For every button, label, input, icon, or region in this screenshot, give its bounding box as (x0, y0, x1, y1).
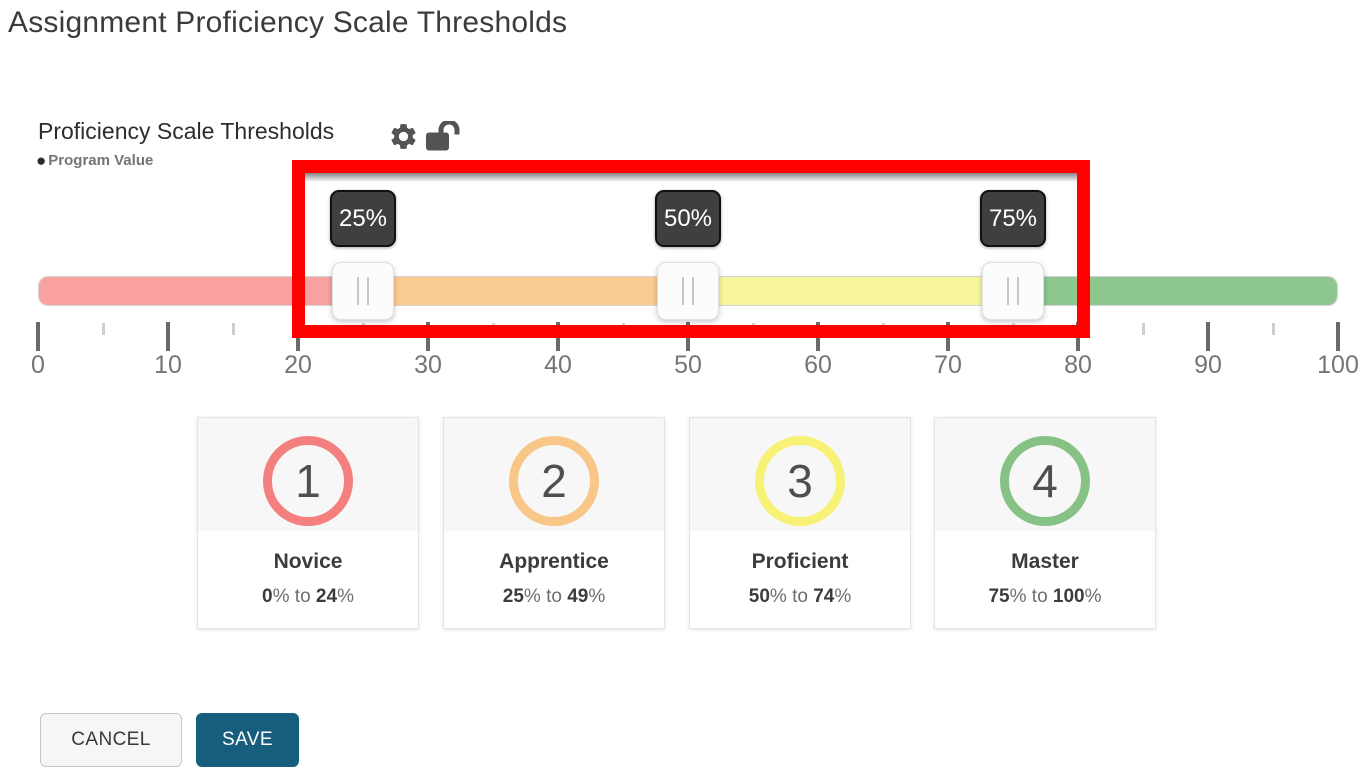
level-card-proficient: 3 Proficient 50% to 74% (689, 417, 911, 629)
axis-label-70: 70 (934, 351, 962, 379)
track-segment-proficient (688, 277, 1013, 305)
level-range: 25% to 49% (502, 586, 606, 607)
level-name: Novice (273, 550, 343, 573)
program-value-dot-icon: ● (36, 151, 47, 170)
axis-tick-85 (1141, 323, 1145, 335)
axis-label-100: 100 (1317, 351, 1359, 379)
axis-label-50: 50 (674, 351, 702, 379)
settings-gear-icon[interactable] (388, 121, 419, 157)
level-number: 3 (787, 454, 813, 507)
axis-label-40: 40 (544, 351, 572, 379)
drag-grip-icon (682, 277, 694, 305)
axis-label-20: 20 (284, 351, 312, 379)
level-range: 75% to 100% (988, 586, 1102, 607)
level-card-master: 4 Master 75% to 100% (934, 417, 1156, 629)
level-number: 4 (1032, 454, 1058, 507)
axis-label-60: 60 (804, 351, 832, 379)
level-card-apprentice: 2 Apprentice 25% to 49% (443, 417, 665, 629)
handle-tooltip-75: 75% (980, 190, 1046, 247)
level-range: 50% to 74% (748, 586, 852, 607)
level-name: Proficient (751, 550, 849, 573)
axis-label-90: 90 (1194, 351, 1222, 379)
level-ring: 1 (263, 435, 353, 526)
axis-tick-90 (1206, 322, 1210, 351)
track-segment-novice (39, 277, 364, 305)
level-ring: 3 (755, 435, 845, 526)
track-segment-apprentice (363, 277, 688, 305)
axis-tick-95 (1271, 323, 1275, 335)
axis-tick-15 (231, 323, 235, 335)
level-badge-area: 2 (444, 418, 664, 531)
level-name: Apprentice (499, 550, 609, 573)
axis-label-0: 0 (31, 351, 45, 379)
level-name: Master (1011, 550, 1079, 573)
level-ring: 2 (509, 435, 599, 526)
slider-handle-75[interactable] (982, 262, 1044, 320)
slider-handle-50[interactable] (657, 262, 719, 320)
unlock-icon[interactable] (425, 119, 465, 157)
axis-label-80: 80 (1064, 351, 1092, 379)
panel-heading: Proficiency Scale Thresholds (38, 118, 335, 144)
axis-label-10: 10 (154, 351, 182, 379)
level-badge-area: 4 (935, 418, 1155, 531)
level-number: 2 (541, 454, 567, 507)
axis-label-30: 30 (414, 351, 442, 379)
track-segment-master (1012, 277, 1337, 305)
axis-tick-5 (101, 323, 105, 335)
level-badge-area: 1 (198, 418, 418, 531)
axis-tick-10 (166, 322, 170, 351)
level-range: 0% to 24% (262, 586, 354, 607)
program-value-label: Program Value (48, 152, 154, 169)
page-title: Assignment Proficiency Scale Thresholds (8, 6, 568, 39)
level-badge-area: 3 (690, 418, 910, 531)
level-ring: 4 (1000, 435, 1090, 526)
program-value-legend: ● Program Value (36, 152, 153, 169)
axis-tick-100 (1336, 322, 1340, 351)
drag-grip-icon (1007, 277, 1019, 305)
level-number: 1 (295, 454, 321, 507)
axis-tick-0 (36, 322, 40, 351)
save-button[interactable]: SAVE (196, 713, 299, 767)
drag-grip-icon (357, 277, 369, 305)
cancel-button[interactable]: CANCEL (40, 713, 182, 767)
slider-handle-25[interactable] (332, 262, 394, 320)
handle-tooltip-50: 50% (655, 190, 721, 247)
handle-tooltip-25: 25% (330, 190, 396, 247)
level-card-novice: 1 Novice 0% to 24% (197, 417, 419, 629)
